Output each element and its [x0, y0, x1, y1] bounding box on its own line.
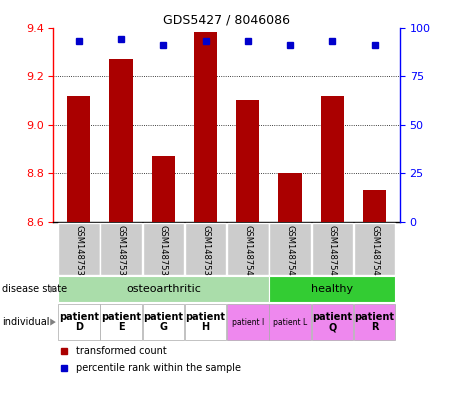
Bar	[236, 101, 259, 222]
Bar	[100, 222, 142, 275]
Bar	[143, 304, 184, 340]
Text: GSM1487542: GSM1487542	[328, 225, 337, 281]
Title: GDS5427 / 8046086: GDS5427 / 8046086	[163, 13, 290, 26]
Text: patient
D: patient D	[59, 312, 99, 332]
Text: patient L: patient L	[273, 318, 307, 327]
Bar	[227, 222, 268, 275]
Text: GSM1487539: GSM1487539	[201, 225, 210, 281]
Text: transformed count: transformed count	[76, 346, 167, 356]
Bar	[58, 276, 268, 302]
Text: patient
G: patient G	[143, 312, 183, 332]
Bar	[312, 304, 353, 340]
Text: GSM1487543: GSM1487543	[370, 225, 379, 281]
Text: patient
Q: patient Q	[312, 312, 352, 332]
Text: GSM1487536: GSM1487536	[74, 225, 83, 281]
Text: GSM1487540: GSM1487540	[243, 225, 252, 281]
Bar	[354, 304, 395, 340]
Text: GSM1487541: GSM1487541	[286, 225, 294, 281]
Text: patient
E: patient E	[101, 312, 141, 332]
Bar	[58, 222, 100, 275]
Text: GSM1487537: GSM1487537	[117, 225, 126, 281]
Bar	[363, 191, 386, 222]
Bar	[100, 304, 142, 340]
Bar	[321, 95, 344, 222]
Bar	[269, 304, 311, 340]
Text: individual: individual	[2, 317, 50, 327]
Text: percentile rank within the sample: percentile rank within the sample	[76, 363, 241, 373]
Bar	[58, 304, 100, 340]
Bar	[354, 222, 395, 275]
Text: disease state: disease state	[2, 284, 67, 294]
Bar	[67, 95, 90, 222]
Bar	[279, 173, 302, 222]
Text: patient I: patient I	[232, 318, 264, 327]
Bar	[269, 276, 395, 302]
Bar	[143, 222, 184, 275]
Bar	[185, 222, 226, 275]
Bar	[185, 304, 226, 340]
Bar	[227, 304, 268, 340]
Text: healthy: healthy	[311, 284, 353, 294]
Text: osteoarthritic: osteoarthritic	[126, 284, 201, 294]
Bar	[269, 222, 311, 275]
Bar	[109, 59, 133, 222]
Bar	[194, 32, 217, 222]
Bar	[312, 222, 353, 275]
Text: GSM1487538: GSM1487538	[159, 225, 168, 281]
Bar	[152, 156, 175, 222]
Text: patient
R: patient R	[354, 312, 394, 332]
Text: patient
H: patient H	[186, 312, 226, 332]
